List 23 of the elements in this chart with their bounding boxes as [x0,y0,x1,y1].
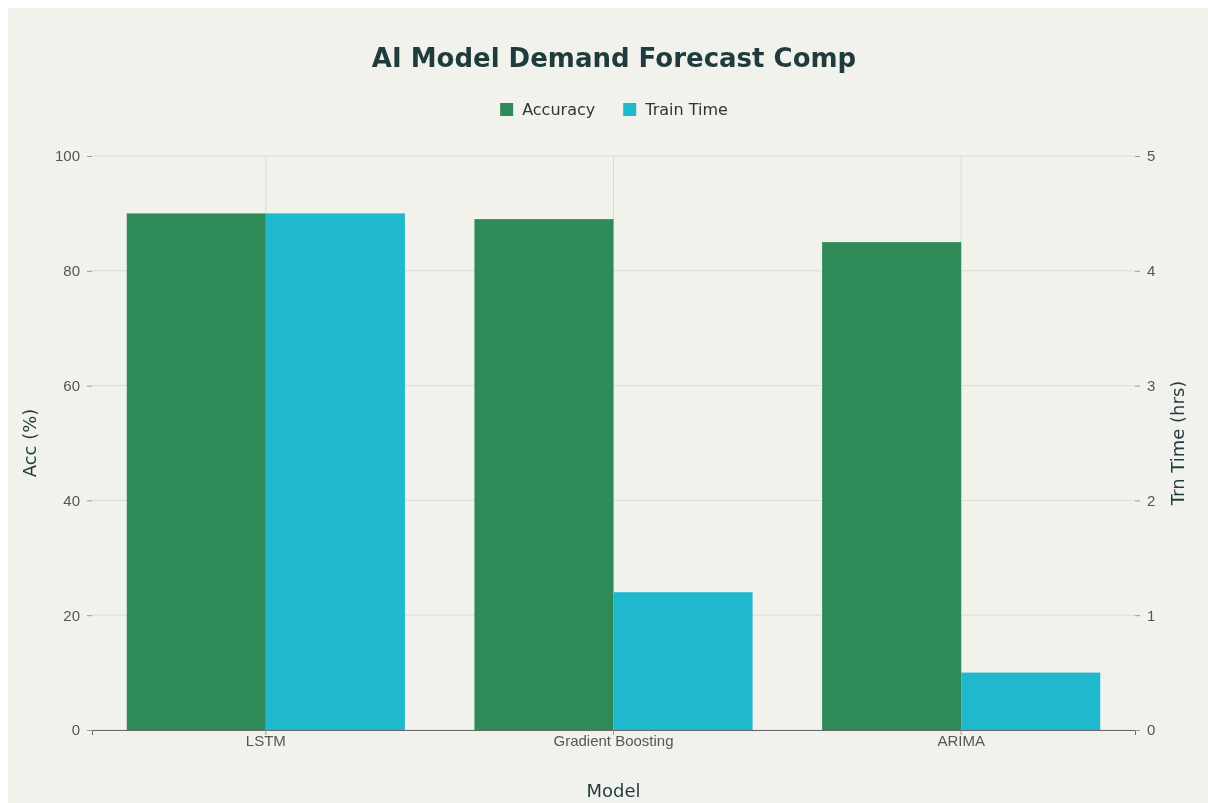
y2-tick-label: 0 [1147,721,1156,739]
legend-label: Accuracy [522,100,596,119]
y2-tick-label: 2 [1147,491,1156,509]
y-tick-label: 60 [63,376,80,394]
legend-label: Train Time [644,100,728,119]
y-tick-label: 80 [63,262,80,280]
y2-axis-title: Trn Time (hrs) [1167,380,1188,507]
x-tick-label: Gradient Boosting [553,732,674,749]
bar [613,592,753,730]
y-tick-label: 100 [54,147,80,165]
y2-tick-label: 3 [1147,376,1156,394]
y2-tick-label: 5 [1147,147,1156,165]
y-tick-label: 40 [63,491,80,509]
y-tick-label: 0 [71,721,80,739]
x-axis-title: Model [586,780,641,801]
x-tick-label: ARIMA [937,732,985,749]
bar [961,672,1101,730]
y2-tick-label: 4 [1147,262,1156,280]
x-tick-label: LSTM [245,732,286,749]
chart-title: AI Model Demand Forecast Comp [371,43,857,73]
y2-tick-label: 1 [1147,606,1156,624]
y-axis-title: Acc (%) [19,408,40,478]
y-tick-label: 20 [63,606,80,624]
